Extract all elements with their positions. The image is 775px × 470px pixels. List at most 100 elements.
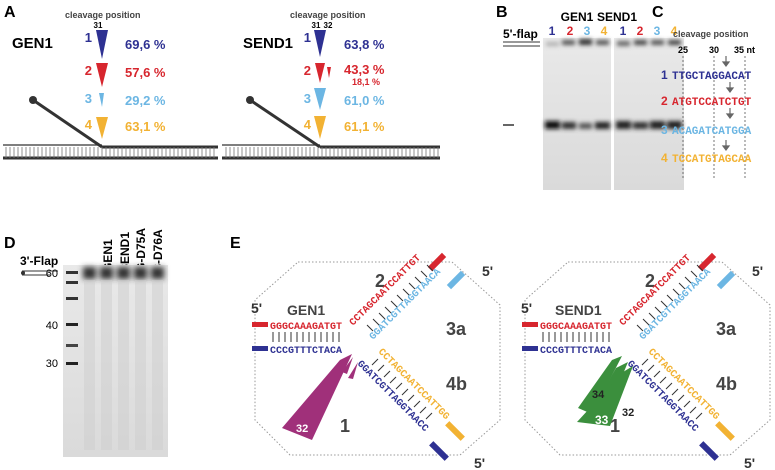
- cleavage-arrow-minor: [342, 357, 353, 374]
- lane-label: GEN1: [101, 239, 115, 272]
- five-prime: 5': [521, 300, 532, 316]
- gen1-e-title: GEN1: [287, 302, 325, 318]
- marker-label: 30: [46, 358, 58, 370]
- five-prime: 5': [752, 263, 763, 279]
- lane-number: 3: [654, 24, 661, 38]
- row-number: 4: [85, 117, 93, 132]
- gel-send1-bands: [616, 40, 682, 129]
- cleavage-arrow-major: [577, 366, 633, 426]
- gel-gen1: [543, 38, 611, 190]
- c-row-num: 2: [661, 94, 668, 108]
- panel-d: 3'-Flap - GEN1 SEND1 G-D75A S-D76A 60 40…: [20, 228, 168, 457]
- flap-label: 5'-flap: [503, 27, 538, 41]
- row-number: 1: [85, 30, 92, 45]
- c-sequence: ATGTCCATCTGT: [672, 97, 752, 109]
- base-pairs: [5, 147, 215, 158]
- arm-label: 1: [610, 416, 620, 436]
- gel-d-smear: [84, 280, 163, 450]
- c-row-num: 1: [661, 68, 668, 82]
- base-pairs: [272, 332, 340, 342]
- seq-left-top: GGGCAAAGATGT: [540, 322, 612, 333]
- panel-c: cleavage position 25 30 35 nt 1 TTGCTAGG…: [661, 29, 755, 178]
- junction-outline: [254, 261, 501, 456]
- strand-end-red: [252, 322, 268, 327]
- c-tick: 30: [709, 45, 719, 55]
- strand-end-yellow: [715, 421, 735, 441]
- gel-d-bands: [83, 267, 164, 279]
- lane-number: 2: [567, 24, 574, 38]
- cleavage-triangle: [315, 63, 325, 83]
- arrow-label: 32: [296, 423, 308, 435]
- gel-send1: [614, 38, 684, 190]
- base-pairs: [371, 358, 433, 420]
- marker-label: 60: [46, 268, 58, 280]
- label-dot: [21, 271, 25, 275]
- arm-label: 3a: [446, 319, 467, 339]
- base-pairs: [641, 358, 703, 420]
- strand-end-lightblue: [716, 270, 736, 290]
- send1-gel-label: SEND1: [597, 10, 637, 24]
- panel-letter-a: A: [4, 4, 16, 21]
- seq-left-bottom: CCCGTTTCTACA: [270, 346, 342, 357]
- cleavage-percent: 61,0 %: [344, 93, 385, 108]
- flap-strand: [32, 98, 103, 149]
- lane-number: 2: [637, 24, 644, 38]
- c-sequence: ACAGATCATGGA: [672, 126, 752, 138]
- panel-letter-d: D: [4, 235, 16, 252]
- cleavage-percent: 43,3 %: [344, 62, 385, 77]
- cleavage-percent: 63,8 %: [344, 37, 385, 52]
- lane-number: 4: [601, 24, 608, 38]
- c-tick: 25: [678, 45, 688, 55]
- cleavage-triangle: [314, 30, 326, 57]
- cleavage-percent-minor: 18,1 %: [352, 77, 380, 87]
- strand-end-navy: [252, 346, 268, 351]
- substrate-label: 3'-Flap: [20, 254, 58, 268]
- seq-left-top: GGGCAAAGATGT: [270, 322, 342, 333]
- arm-label: 4b: [446, 374, 467, 394]
- position-label: 31: [94, 21, 103, 30]
- lane-number: 1: [549, 24, 556, 38]
- row-number: 2: [304, 63, 311, 78]
- send1-title: SEND1: [243, 35, 293, 52]
- cleavage-triangle: [314, 88, 326, 110]
- cleavage-arrow: [578, 356, 622, 414]
- row-number: 3: [304, 91, 311, 106]
- base-pairs: [366, 264, 434, 332]
- strand-end-lightblue: [446, 270, 466, 290]
- base-pairs: [636, 264, 704, 332]
- strand-end-red: [697, 252, 717, 272]
- panel-a-gen1: GEN1 cleavage position 31 1 2 3 4 69,6 %…: [3, 10, 218, 160]
- panel-b: 5'-flap GEN1 SEND1 1 2 3 4: [503, 10, 684, 190]
- base-pairs: [542, 332, 610, 342]
- panel-e-gen1: 2 GEN1 3a 4b 1 5' 5' 5' GGGCAAAGATGT CCC…: [251, 252, 501, 470]
- strand-end-yellow: [445, 421, 465, 441]
- cleavage-triangle: [96, 117, 108, 139]
- lane-label: G-D75A: [134, 228, 148, 272]
- lane-number: 3: [584, 24, 591, 38]
- lane-number: 4: [671, 24, 678, 38]
- cleavage-percent: 69,6 %: [125, 37, 166, 52]
- five-prime: 5': [482, 263, 493, 279]
- cleavage-percent: 57,6 %: [125, 65, 166, 80]
- c-sequence: TCCATGTAGCAA: [672, 154, 752, 166]
- arrow-label: 32: [622, 407, 634, 419]
- ladder: [66, 271, 78, 365]
- junction-outline: [524, 261, 771, 456]
- cleavage-header: cleavage position: [65, 10, 141, 20]
- gel-gen1-bands: [545, 39, 610, 129]
- five-prime: 5': [744, 455, 755, 470]
- strand-end-navy: [522, 346, 538, 351]
- lane-number: 1: [620, 24, 627, 38]
- arrow-label: 33: [595, 413, 609, 427]
- cleavage-triangle: [314, 116, 326, 139]
- panel-letter-e: E: [230, 235, 241, 252]
- row-number: 2: [85, 63, 92, 78]
- gen1-gel-label: GEN1: [561, 10, 594, 24]
- base-pairs: [225, 147, 439, 158]
- strand-end-red: [522, 322, 538, 327]
- c-sequence: TTGCTAGGACAT: [672, 71, 752, 83]
- c-row-num: 3: [661, 123, 668, 137]
- five-prime: 5': [251, 300, 262, 316]
- cleavage-triangle: [96, 30, 108, 59]
